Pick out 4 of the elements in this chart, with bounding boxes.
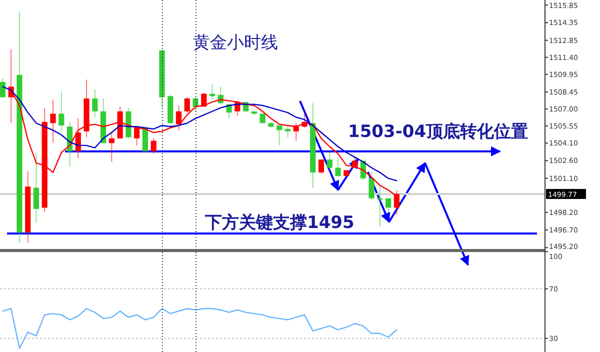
annotation: 1503-04顶底转化位置: [348, 122, 528, 142]
annotation: 下方关键支撑1495: [204, 213, 354, 233]
text: 黄金小时线: [193, 33, 278, 53]
candlestick: [184, 96, 190, 114]
